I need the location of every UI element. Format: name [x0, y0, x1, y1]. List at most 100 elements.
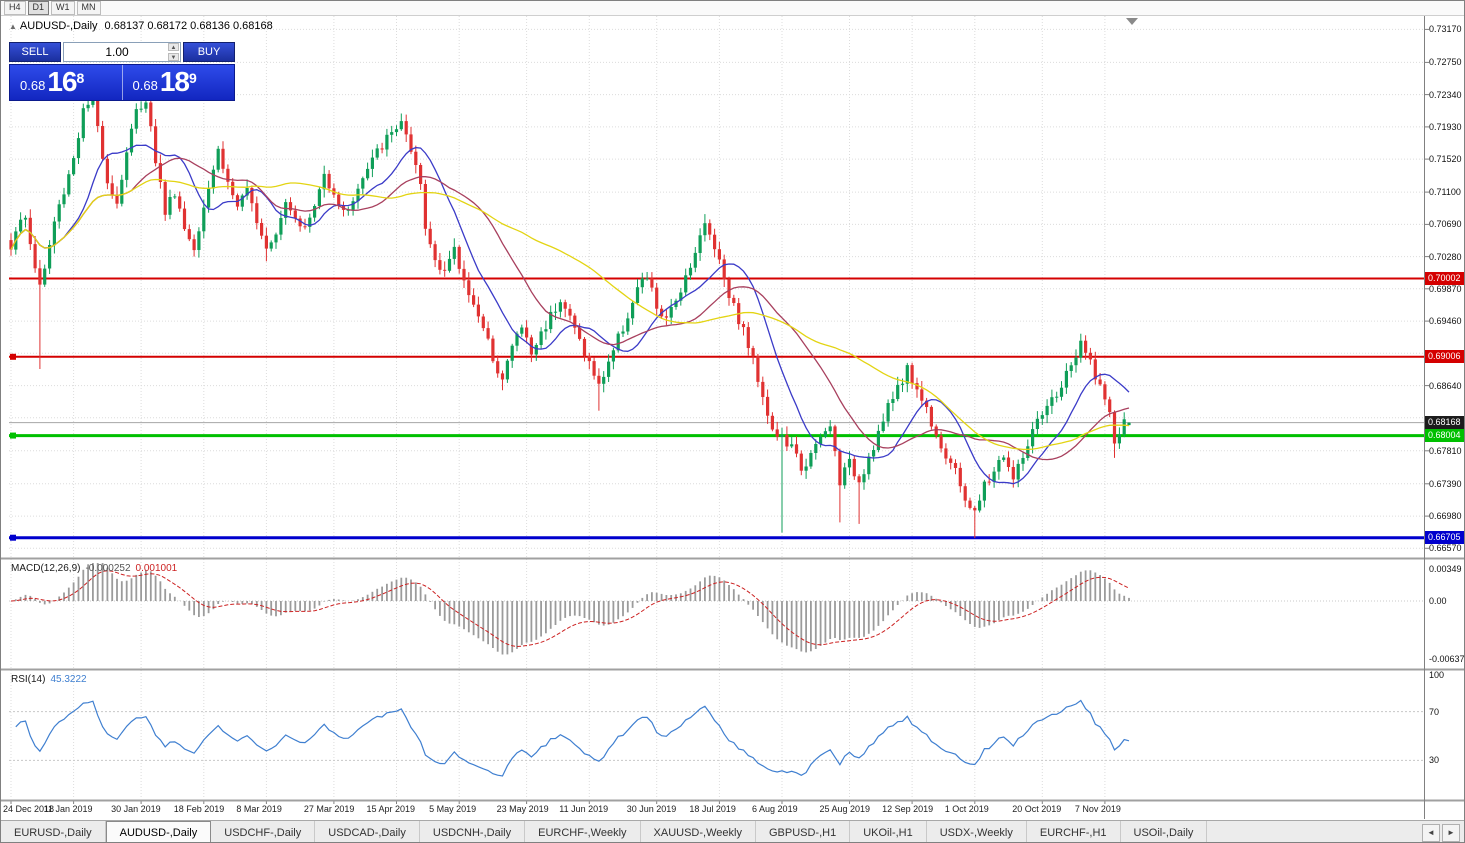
rsi-value: 45.3222 — [50, 674, 87, 685]
ma-50-line — [10, 178, 1130, 451]
horizontal-level-lines[interactable] — [9, 277, 1424, 541]
rsi-axis-label: 70 — [1429, 706, 1440, 717]
date-axis-label: 6 Aug 2019 — [752, 804, 798, 814]
line-drag-handle[interactable] — [10, 353, 16, 360]
date-axis-label: 5 May 2019 — [429, 804, 477, 814]
chart-symbol-title: ▲ AUDUSD-,Daily 0.68137 0.68172 0.68136 0.… — [9, 20, 273, 32]
price-axis-label: 0.68640 — [1429, 380, 1462, 391]
price-axis-label: 0.71520 — [1429, 154, 1462, 165]
chart-tab-usdchf-daily[interactable]: USDCHF-,Daily — [211, 821, 316, 842]
price-axis-label: 0.69870 — [1429, 283, 1462, 294]
date-axis-label: 23 May 2019 — [496, 804, 549, 814]
timeframe-button-w1[interactable]: W1 — [51, 1, 75, 15]
chart-tabs: EURUSD-,Daily AUDUSD-,Daily USDCHF-,Daily U… — [1, 821, 1418, 842]
date-axis-label: 8 Mar 2019 — [236, 804, 282, 814]
chart-shift-marker-icon — [1126, 18, 1138, 25]
date-axis-label: 20 Oct 2019 — [1012, 804, 1062, 814]
price-line-badge: 0.68004 — [1425, 429, 1464, 443]
chart-tab-ukoil-h1[interactable]: UKOil-,H1 — [850, 821, 927, 842]
price-axis-label: 0.66570 — [1429, 543, 1462, 554]
volume-down-icon[interactable]: ▼ — [168, 53, 179, 61]
date-axis-label: 27 Mar 2019 — [303, 804, 355, 814]
price-axis-label: 0.66980 — [1429, 511, 1462, 522]
sell-price-prefix: 0.68 — [20, 78, 46, 93]
rsi-indicator-label: RSI(14) 45.3222 — [11, 674, 87, 685]
ma-12-line — [10, 144, 1130, 485]
chart-tab-usoil-daily[interactable]: USOil-,Daily — [1120, 821, 1208, 842]
sell-price-pip: 8 — [76, 70, 85, 86]
ohlc-values: 0.68137 0.68172 0.68136 0.68168 — [104, 20, 273, 32]
volume-field[interactable]: ▲ ▼ — [63, 42, 181, 62]
chart-tab-gbpusd-h1[interactable]: GBPUSD-,H1 — [755, 821, 851, 842]
price-axis-label: 0.72340 — [1429, 89, 1462, 100]
timeframe-button-h4[interactable]: H4 — [4, 1, 26, 15]
symbol-label: AUDUSD-,Daily — [19, 20, 98, 32]
date-axis-label: 7 Nov 2019 — [1074, 804, 1121, 814]
date-axis-label: 11 Jun 2019 — [559, 804, 609, 814]
date-axis-label: 15 Apr 2019 — [366, 804, 416, 814]
volume-up-icon[interactable]: ▲ — [168, 43, 179, 51]
rsi-axis-label: 100 — [1429, 670, 1445, 680]
line-drag-handle[interactable] — [10, 534, 16, 541]
macd-axis-label: -0.00637 — [1429, 654, 1465, 665]
date-axis-label: 18 Jul 2019 — [689, 804, 736, 814]
date-axis-label: 24 Dec 2018 — [3, 804, 55, 814]
price-axis-label: 0.73170 — [1429, 24, 1462, 35]
tab-scroll-left-icon[interactable]: ◄ — [1422, 823, 1440, 842]
rsi-line — [15, 699, 1130, 777]
chart-tab-eurchf-h1[interactable]: EURCHF-,H1 — [1026, 821, 1121, 842]
date-axis-label: 25 Aug 2019 — [819, 804, 871, 814]
volume-input[interactable] — [64, 44, 180, 60]
price-line-badge: 0.69006 — [1425, 350, 1464, 364]
chart-tab-audusd-daily[interactable]: AUDUSD-,Daily — [105, 821, 212, 842]
price-axis-label: 0.69460 — [1429, 316, 1462, 327]
tab-scroll-right-icon[interactable]: ► — [1442, 823, 1460, 842]
macd-axis-label: 0.00 — [1429, 596, 1447, 606]
price-axis-label: 0.67390 — [1429, 478, 1462, 489]
timeframe-toolbar: H4 D1 W1 MN — [1, 1, 1464, 16]
price-axis-label: 0.72750 — [1429, 57, 1462, 68]
macd-main-value: -0.000252 — [85, 563, 131, 574]
price-axis-label: 0.70690 — [1429, 219, 1462, 230]
rsi-axis-label: 30 — [1429, 755, 1440, 766]
macd-indicator-label: MACD(12,26,9) -0.000252 0.001001 — [11, 563, 177, 574]
chart-tab-usdx-weekly[interactable]: USDX-,Weekly — [926, 821, 1027, 842]
chart-tab-eurusd-daily[interactable]: EURUSD-,Daily — [1, 821, 106, 842]
chart-tab-xauusd-weekly[interactable]: XAUUSD-,Weekly — [640, 821, 756, 842]
buy-button[interactable]: BUY — [183, 42, 235, 62]
rsi-name: RSI(14) — [11, 674, 46, 685]
grid-lines — [9, 16, 1429, 804]
one-click-collapse-icon[interactable]: ▲ — [9, 22, 17, 31]
price-chart — [1, 16, 1464, 819]
date-axis-label: 30 Jun 2019 — [626, 804, 677, 814]
price-axis-label: 0.71930 — [1429, 121, 1462, 132]
macd-name: MACD(12,26,9) — [11, 563, 81, 574]
price-axis-label: 0.71100 — [1429, 187, 1461, 198]
macd-axis-label: 0.00349 — [1429, 564, 1462, 574]
indicator-lines — [10, 144, 1130, 777]
chart-tab-eurchf-weekly[interactable]: EURCHF-,Weekly — [525, 821, 641, 842]
date-axis-label: 30 Jan 2019 — [111, 804, 161, 814]
price-axis-label: 0.70280 — [1429, 251, 1462, 262]
price-line-badge: 0.70002 — [1425, 271, 1464, 285]
macd-signal-line — [10, 570, 1130, 648]
ma-26-line — [10, 157, 1130, 461]
chart-tab-usdcad-daily[interactable]: USDCAD-,Daily — [315, 821, 420, 842]
date-axis-label: 11 Jan 2019 — [43, 804, 93, 814]
candlestick-series — [9, 86, 1131, 655]
chart-tab-usdcnh-daily[interactable]: USDCNH-,Daily — [419, 821, 526, 842]
buy-price-display[interactable]: 0.68 18 9 — [121, 65, 235, 100]
current-price-badge: 0.68168 — [1425, 416, 1464, 430]
buy-price-pip: 9 — [188, 70, 197, 86]
price-line-badge: 0.66705 — [1425, 531, 1464, 545]
timeframe-button-mn[interactable]: MN — [76, 1, 101, 15]
date-axis-label: 18 Feb 2019 — [173, 804, 225, 814]
timeframe-button-d1[interactable]: D1 — [27, 1, 50, 15]
sell-button[interactable]: SELL — [9, 42, 61, 62]
sell-price-big: 16 — [47, 66, 77, 98]
line-drag-handle[interactable] — [10, 432, 16, 439]
sell-price-display[interactable]: 0.68 16 8 — [10, 65, 122, 100]
tab-scroll-arrows: ◄ ► — [1418, 821, 1464, 842]
macd-signal-value: 0.001001 — [135, 563, 178, 574]
